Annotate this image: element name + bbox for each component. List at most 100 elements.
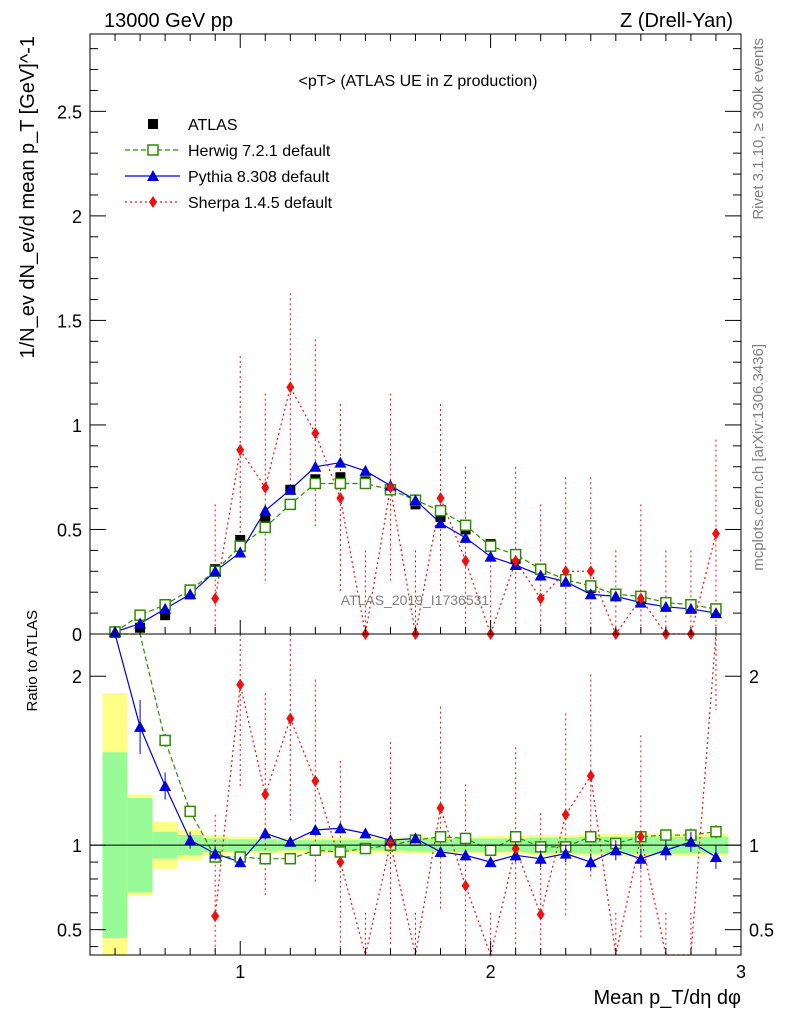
- ratio-data-point: [636, 830, 645, 843]
- ratio-data-point: [409, 832, 422, 844]
- series-data-point: [559, 575, 572, 587]
- ratio-data-point: [336, 856, 345, 869]
- series-data-point: [636, 592, 645, 605]
- series-data-point: [484, 550, 497, 562]
- ratio-data-point: [359, 827, 372, 839]
- atlas-data-point: [235, 534, 246, 545]
- ratio-data-point: [286, 712, 295, 725]
- mcplots-label: mcplots.cern.ch [arXiv:1306.3436]: [750, 344, 767, 571]
- ratio-y-axis-label: Ratio to ATLAS: [24, 610, 41, 711]
- legend-label: Herwig 7.2.1 default: [188, 143, 331, 160]
- series-data-point: [534, 569, 547, 581]
- ratio-data-point: [659, 844, 672, 856]
- legend-marker: [147, 170, 159, 181]
- ratio-plot-series: [114, 633, 722, 958]
- ratio-data-point: [311, 774, 320, 787]
- ratio-data-point: [434, 845, 447, 857]
- series-data-point: [659, 600, 672, 612]
- series-data-point: [359, 477, 372, 490]
- legend-label: Sherpa 1.4.5 default: [188, 195, 333, 212]
- series-data-point: [459, 531, 472, 543]
- x-tick-label: 3: [736, 962, 746, 982]
- ratio-data-point: [309, 823, 322, 835]
- series-data-point: [336, 492, 345, 505]
- legend: ATLAS Herwig 7.2.1 default Pythia 8.308 de…: [125, 117, 333, 212]
- series-data-point: [261, 481, 270, 494]
- series-data-point: [309, 477, 322, 490]
- ratio-data-point: [159, 780, 172, 792]
- series-data-point: [159, 602, 172, 614]
- ratio-data-point: [211, 910, 220, 923]
- atlas-data-point: [260, 514, 271, 525]
- ratio-data-point: [134, 720, 147, 732]
- ratio-bands: [102, 693, 729, 955]
- ratio-series-line: [115, 633, 717, 860]
- ratio-y-tick-label: 1: [72, 836, 82, 856]
- series-data-point: [311, 427, 320, 440]
- y-axis-label: 1/N_ev dN_ev/d mean p_T [GeV]^-1: [17, 36, 39, 359]
- series-data-point: [609, 590, 622, 602]
- atlas-data-point: [435, 511, 446, 522]
- atlas-data-point: [335, 472, 346, 483]
- series-data-point: [684, 602, 697, 614]
- main-plot-series: [109, 293, 722, 640]
- series-data-point: [434, 517, 447, 529]
- series-data-point: [284, 483, 297, 495]
- ratio-data-point: [536, 908, 545, 921]
- y-tick-label: 1.5: [57, 311, 82, 331]
- series-data-point: [234, 546, 247, 558]
- ratio-data-point: [561, 808, 570, 821]
- ratio-data-point: [684, 835, 697, 847]
- axes-ticks: 1 2 3 0 0.5 1 1.5 2 2.5 0.5 0.5 1 1 2 2: [57, 34, 774, 982]
- ratio-data-point: [585, 830, 597, 843]
- ratio-data-point: [234, 856, 247, 868]
- ratio-y-tick-label: 0.5: [57, 921, 82, 941]
- series-data-point: [511, 554, 520, 567]
- header-left: 13000 GeV pp: [104, 10, 233, 32]
- ratio-plot-frame: [89, 633, 742, 956]
- ratio-data-point: [284, 835, 297, 847]
- atlas-data-point: [160, 610, 171, 621]
- ratio-data-point: [284, 852, 297, 865]
- ratio-data-point: [461, 879, 470, 892]
- series-data-point: [584, 588, 597, 600]
- ratio-data-point: [309, 844, 322, 857]
- ratio-data-point: [209, 847, 222, 859]
- ratio-data-point: [509, 830, 522, 843]
- series-data-point: [709, 607, 722, 619]
- ratio-data-point: [184, 805, 196, 818]
- series-data-point: [586, 565, 595, 578]
- ratio-data-point: [509, 849, 522, 861]
- series-data-point: [286, 381, 295, 394]
- series-data-point: [536, 592, 545, 605]
- ratio-y-tick-label-right: 0.5: [749, 921, 774, 941]
- ratio-data-point: [534, 852, 547, 864]
- series-data-point: [184, 588, 197, 600]
- series-data-point: [259, 504, 272, 516]
- x-tick-label: 2: [486, 962, 496, 982]
- x-tick-label: 1: [235, 962, 245, 982]
- ratio-y-tick-label-right: 1: [749, 836, 759, 856]
- series-data-point: [436, 492, 445, 505]
- ratio-data-point: [484, 856, 497, 868]
- series-data-point: [711, 527, 720, 540]
- series-data-point: [434, 504, 447, 517]
- series-data-point: [211, 592, 220, 605]
- ratio-data-point: [459, 832, 472, 845]
- legend-label: ATLAS: [188, 117, 238, 134]
- legend-marker: [149, 196, 157, 208]
- series-data-point: [459, 519, 472, 532]
- header-right: Z (Drell-Yan): [620, 10, 733, 32]
- ratio-data-point: [184, 834, 197, 846]
- ratio-data-point: [334, 846, 347, 858]
- series-data-point: [134, 617, 147, 629]
- y-tick-label: 1: [72, 416, 82, 436]
- ratio-data-point: [359, 842, 372, 855]
- legend-marker: [148, 119, 158, 129]
- ratio-data-point: [660, 829, 672, 841]
- series-data-point: [359, 464, 372, 476]
- ratio-data-point: [236, 678, 245, 691]
- series-data-point: [461, 554, 470, 567]
- series-data-point: [284, 498, 297, 511]
- series-data-point: [484, 540, 497, 552]
